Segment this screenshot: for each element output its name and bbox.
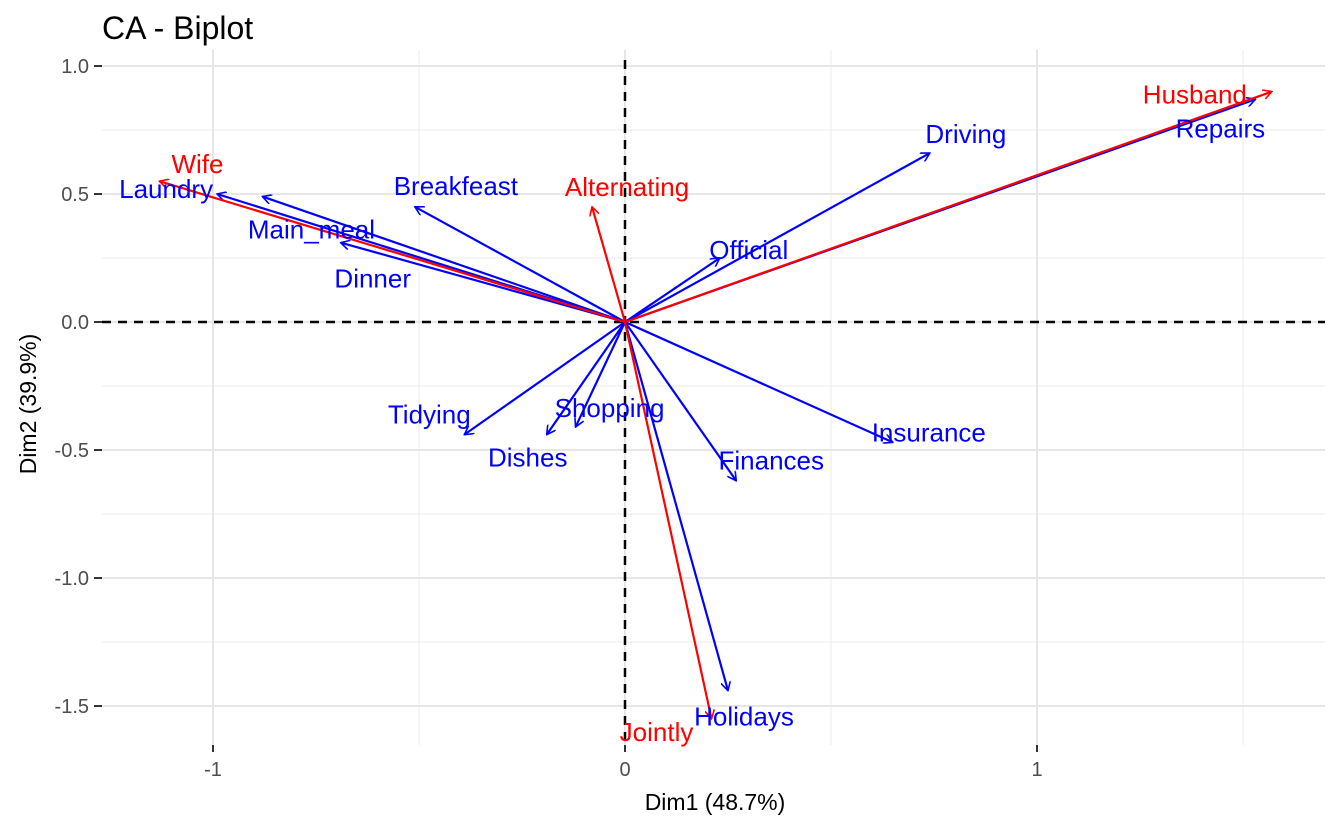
arrow-insurance	[624, 320, 893, 442]
x-axis-label: Dim1 (48.7%)	[645, 789, 786, 815]
arrow-holidays	[623, 321, 728, 691]
label-driving: Driving	[925, 119, 1006, 149]
x-tick-label: -1	[204, 759, 222, 781]
label-tidying: Tidying	[388, 400, 471, 430]
point-labels: Laundry Main_meal Dinner Breakfeast Tidying D…	[119, 80, 1265, 747]
label-wife: Wife	[171, 149, 223, 179]
arrow-driving	[624, 152, 930, 323]
arrow-dishes	[547, 321, 626, 435]
arrow-jointly	[623, 321, 712, 719]
x-tick-label: 1	[1031, 759, 1042, 781]
y-tick-label: -0.5	[55, 440, 89, 462]
arrow-wife	[159, 181, 626, 324]
label-breakfeast: Breakfeast	[394, 171, 519, 201]
origin-lines	[102, 60, 1325, 745]
arrow-breakfeast	[415, 205, 626, 323]
arrow-main-meal	[262, 197, 626, 324]
arrow-shopping	[576, 321, 626, 427]
label-finances: Finances	[718, 446, 824, 476]
arrow-finances	[624, 321, 736, 481]
label-alternating: Alternating	[565, 172, 689, 202]
arrow-alternating	[592, 207, 627, 323]
label-laundry: Laundry	[119, 174, 213, 204]
arrow-official	[624, 258, 720, 323]
label-shopping: Shopping	[555, 393, 665, 423]
y-tick-label: 0.0	[61, 312, 89, 334]
axis-ticks: -1 0 1 1.0 0.5 0.0 -0.5 -1.0 -1.5	[55, 56, 1043, 781]
arrow-husband	[624, 92, 1272, 324]
y-tick-label: 0.5	[61, 184, 89, 206]
y-tick-label: -1.5	[55, 696, 89, 718]
arrow-tidying	[464, 321, 626, 435]
label-official: Official	[709, 235, 788, 265]
y-tick-label: 1.0	[61, 56, 89, 78]
label-husband: Husband	[1143, 80, 1247, 110]
y-axis-label: Dim2 (39.9%)	[15, 334, 41, 475]
label-dinner: Dinner	[334, 264, 411, 294]
label-repairs: Repairs	[1176, 113, 1266, 143]
y-tick-label: -1.0	[55, 568, 89, 590]
label-insurance: Insurance	[872, 417, 986, 447]
x-tick-label: 0	[619, 759, 630, 781]
label-dishes: Dishes	[488, 443, 567, 473]
arrows	[159, 92, 1271, 719]
label-jointly: Jointly	[620, 717, 694, 747]
label-main-meal: Main_meal	[248, 215, 375, 245]
chart-title: CA - Biplot	[102, 10, 253, 46]
label-holidays: Holidays	[694, 702, 794, 732]
